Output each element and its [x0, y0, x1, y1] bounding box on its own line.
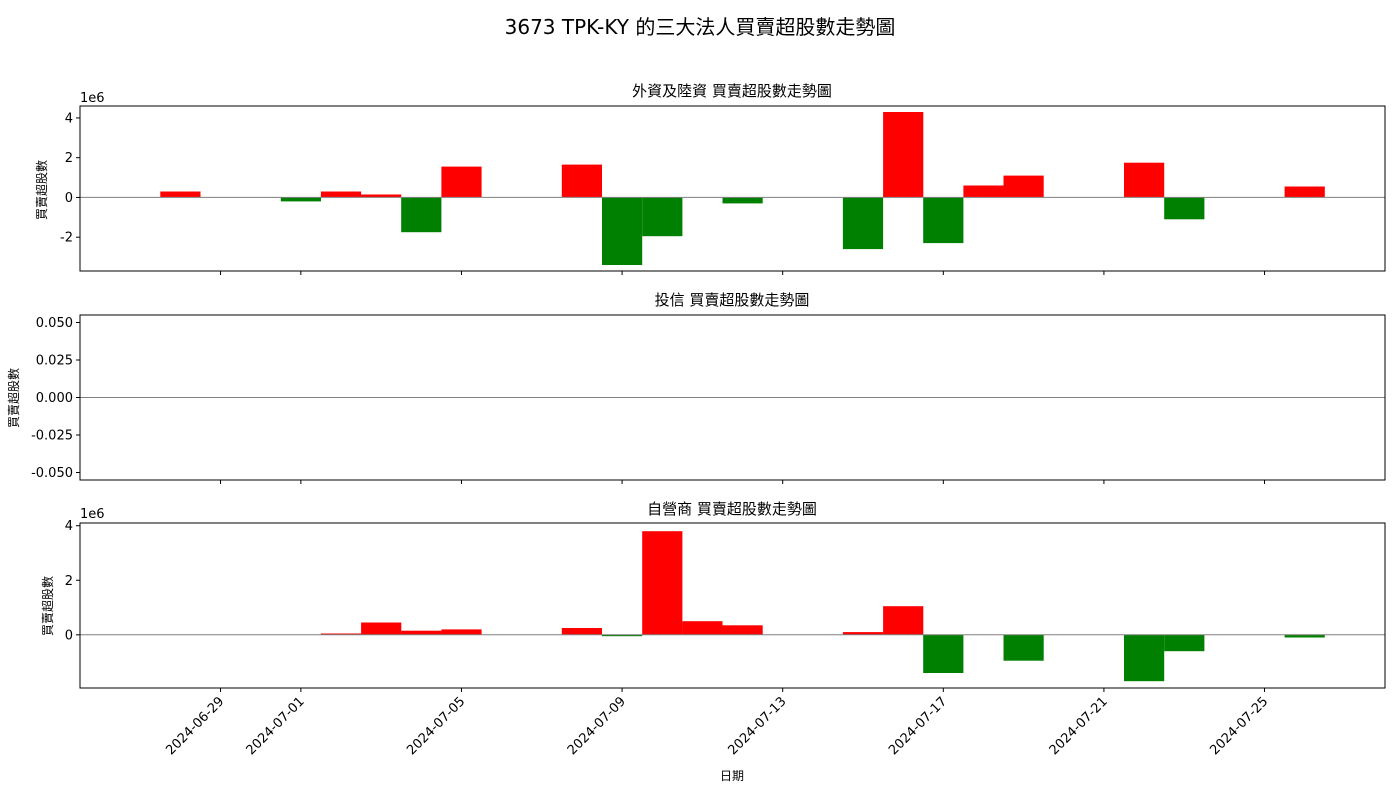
panel-title: 自營商 買賣超股數走勢圖 [647, 500, 817, 518]
bar-2024-07-22 [1124, 634, 1165, 682]
y-axis-label: 買賣超股數 [40, 576, 55, 636]
y-tick-label: -2 [60, 231, 73, 246]
y-axis-label: 買賣超股數 [34, 160, 49, 220]
bar-2024-07-05 [441, 166, 482, 198]
x-tick-label: 2024-07-13 [725, 694, 789, 758]
bar-2024-07-10 [642, 531, 683, 635]
bar-2024-07-09 [602, 634, 643, 637]
y-tick-label: 2 [65, 151, 73, 166]
x-ticks [220, 480, 1266, 484]
y-tick-label: 4 [65, 519, 73, 534]
y-tick-label: -0.025 [31, 429, 73, 444]
bar-2024-07-12 [722, 197, 763, 204]
y-tick-label: 0 [65, 628, 73, 643]
bar-2024-07-02 [320, 191, 362, 198]
bar-2024-07-26 [1284, 634, 1325, 638]
x-tick-label: 2024-07-01 [244, 694, 308, 758]
panel-title: 投信 買賣超股數走勢圖 [655, 291, 810, 309]
x-tick-label: 2024-07-21 [1047, 694, 1111, 758]
y-tick-label: 0.000 [36, 391, 73, 406]
bar-2024-07-04 [401, 197, 442, 233]
bar-2024-07-23 [1164, 197, 1205, 220]
bar-2024-07-23 [1164, 634, 1205, 652]
bar-2024-07-01 [280, 197, 321, 202]
plot-frame [79, 522, 1386, 689]
bar-2024-07-17 [923, 197, 964, 244]
y-tick-label: 0 [65, 191, 73, 206]
panel-dealers: 自營商 買賣超股數走勢圖 1e6 買賣超股數 024 2024-06-29 202… [40, 500, 1386, 758]
bar-2024-07-05 [441, 629, 482, 635]
bar-2024-07-10 [642, 197, 683, 237]
offset-text: 1e6 [80, 507, 105, 522]
x-tick-label: 2024-06-29 [163, 694, 227, 758]
bar-2024-07-03 [361, 622, 402, 635]
bar-2024-07-11 [682, 621, 723, 635]
bar-2024-07-08 [561, 628, 602, 635]
x-tick-label: 2024-07-17 [886, 694, 950, 758]
y-ticks: -2 0 2 4 [60, 111, 80, 246]
bar-2024-07-16 [883, 606, 924, 635]
x-tick-label: 2024-07-05 [404, 694, 468, 758]
bar-2024-07-12 [722, 625, 763, 635]
bar-2024-07-08 [561, 164, 602, 198]
y-ticks: -0.050 -0.025 0.000 0.025 0.050 [31, 316, 80, 481]
x-axis-label: 日期 [720, 769, 744, 783]
bar-2024-07-09 [602, 197, 643, 265]
y-tick-label: 0.025 [36, 354, 73, 369]
bar-2024-07-17 [923, 634, 964, 673]
y-tick-label: 4 [65, 111, 73, 126]
panel-investment-trust: 投信 買賣超股數走勢圖 買賣超股數 -0.050 -0.025 0.000 0.025… [6, 291, 1386, 484]
x-ticks [220, 271, 1266, 275]
y-ticks: 0 2 4 [65, 519, 80, 643]
x-tick-label: 2024-07-25 [1207, 694, 1271, 758]
x-tick-label: 2024-07-09 [565, 694, 629, 758]
bar-2024-07-22 [1124, 162, 1165, 198]
bar-2024-06-28 [160, 191, 201, 198]
x-ticks: 2024-06-29 2024-07-01 2024-07-05 2024-07-09… [163, 688, 1271, 758]
bar-2024-07-19 [1003, 175, 1044, 198]
y-axis-label: 買賣超股數 [6, 368, 21, 428]
bars [160, 112, 1325, 265]
bar-2024-07-15 [842, 197, 884, 250]
bar-2024-07-04 [401, 630, 442, 635]
bar-2024-07-26 [1284, 186, 1325, 198]
panel-foreign-investors: 外資及陸資 買賣超股數走勢圖 1e6 買賣超股數 -2 0 2 4 [34, 82, 1386, 275]
y-tick-label: -0.050 [31, 466, 73, 481]
bar-2024-07-19 [1003, 634, 1044, 661]
y-tick-label: 0.050 [36, 316, 73, 331]
y-tick-label: 2 [65, 574, 73, 589]
bar-2024-07-03 [361, 194, 402, 198]
offset-text: 1e6 [80, 91, 105, 106]
figure-title: 3673 TPK-KY 的三大法人買賣超股數走勢圖 [505, 15, 896, 39]
panel-title: 外資及陸資 買賣超股數走勢圖 [632, 82, 832, 100]
bar-2024-07-16 [883, 112, 924, 198]
bars [320, 531, 1325, 682]
plot-frame [79, 105, 1386, 272]
bar-2024-07-18 [963, 185, 1004, 198]
bar-2024-07-02 [320, 633, 362, 635]
bar-2024-07-15 [842, 632, 884, 635]
